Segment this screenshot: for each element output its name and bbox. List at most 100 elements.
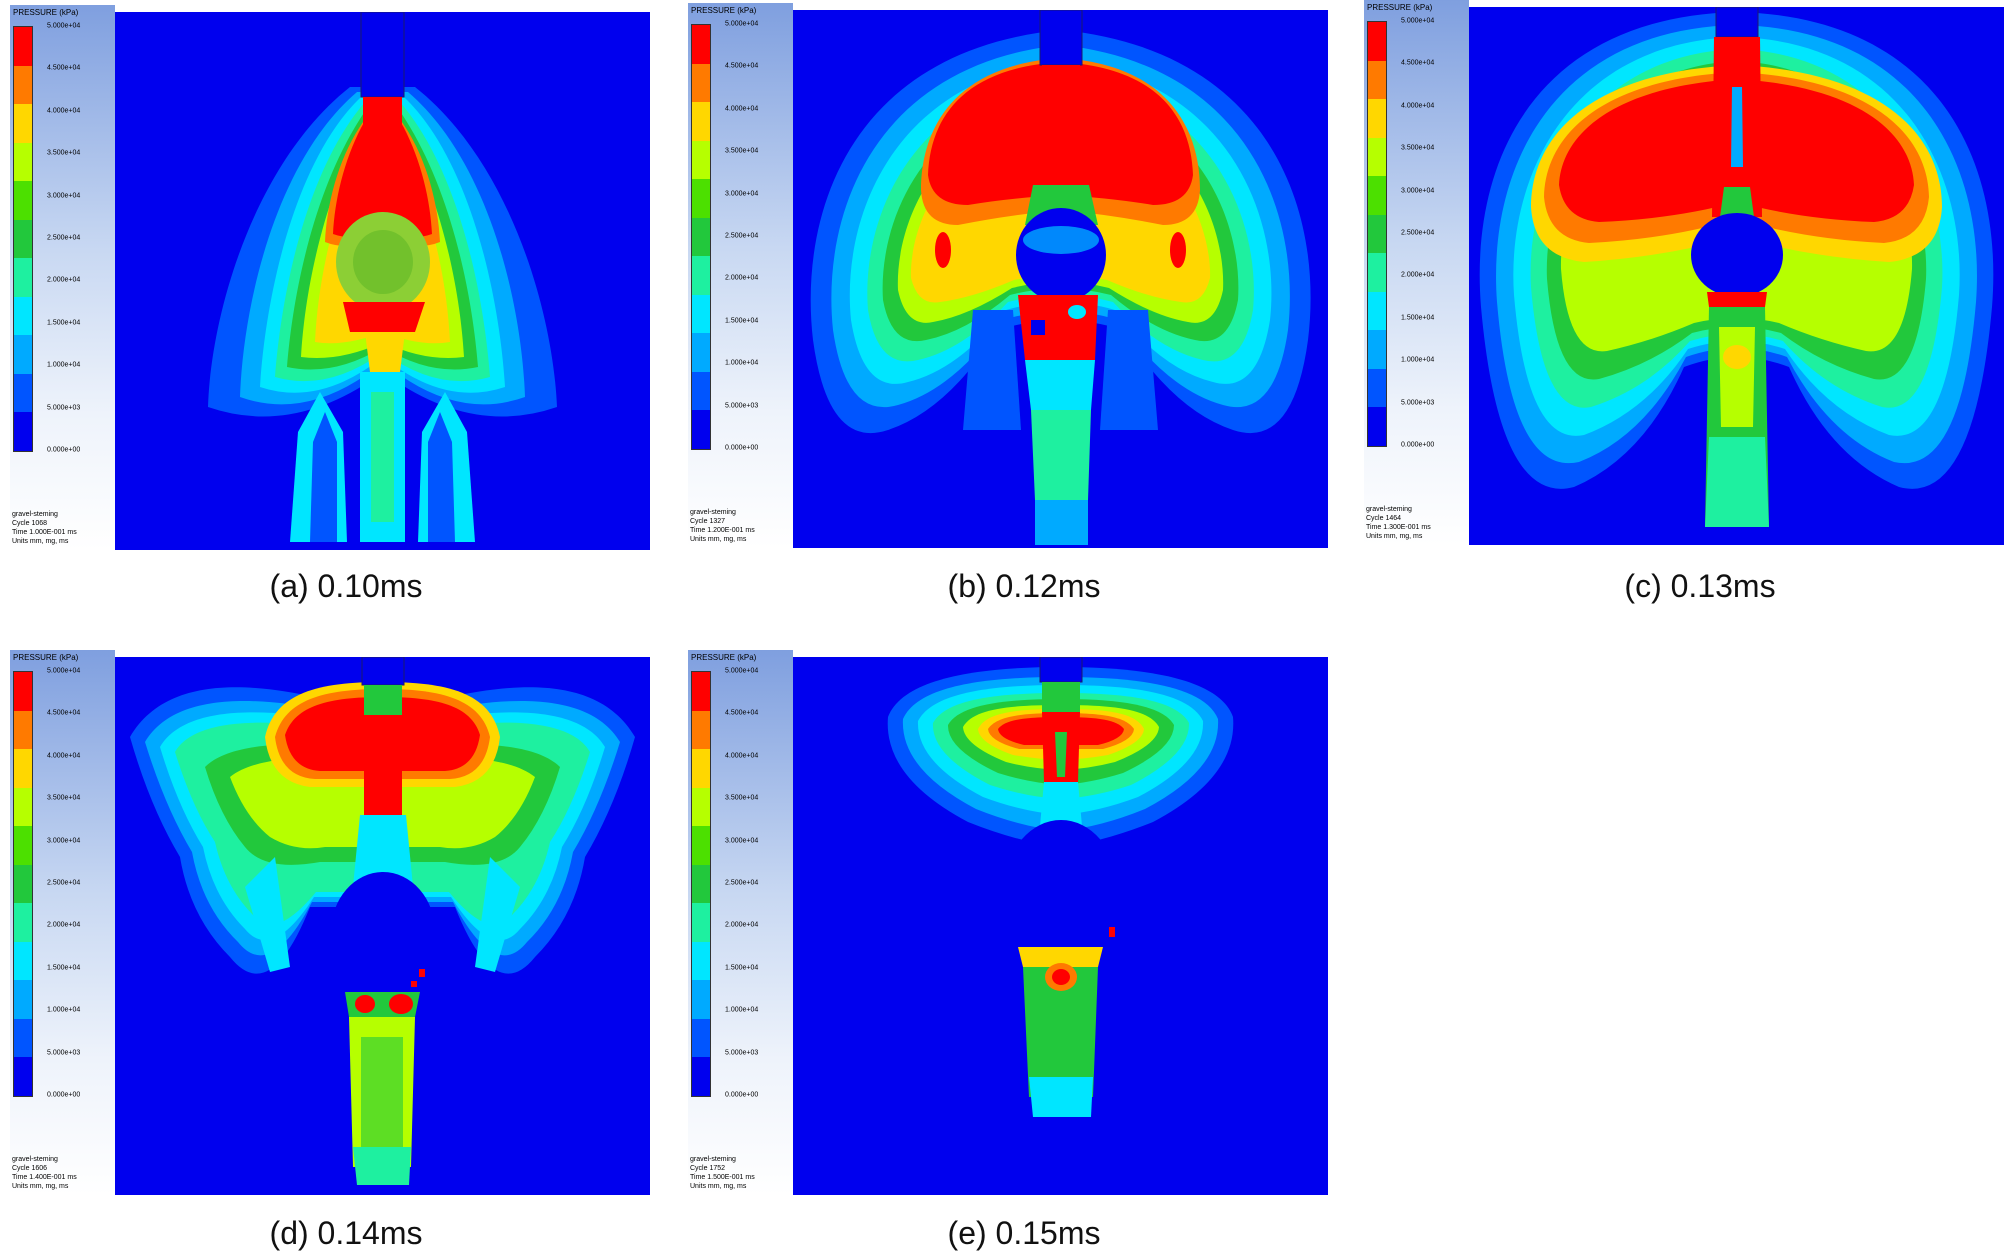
pressure-contour-view [793, 10, 1328, 548]
legend-swatch [692, 864, 710, 904]
legend-swatch [692, 371, 710, 411]
legend-tick-label: 5.000e+04 [725, 20, 759, 28]
caption-b: (b) 0.12ms [947, 568, 1101, 604]
caption-c: (c) 0.13ms [1624, 568, 1776, 604]
legend-swatch [14, 903, 32, 942]
legend-tick-label: 1.000e+04 [725, 1006, 759, 1014]
legend-color-bar [691, 671, 711, 1097]
legend-title: PRESSURE (kPa) [691, 6, 757, 15]
legend-tick-label: 5.000e+03 [725, 1049, 759, 1057]
legend-swatch [1368, 176, 1386, 215]
legend-tick-label: 5.000e+04 [47, 22, 81, 30]
pressure-legend: PRESSURE (kPa) 5.000e+04 4.500e+04 4.000e+… [688, 650, 793, 1195]
legend-tick-label: 4.000e+04 [725, 752, 759, 760]
time-label: Time 1.500E-001 ms [690, 1174, 755, 1181]
project-name: gravel-steming [12, 511, 58, 518]
caption-e: (e) 0.15ms [947, 1215, 1101, 1251]
legend-tick-label: 2.000e+04 [725, 921, 759, 929]
legend-swatch [14, 1057, 32, 1097]
legend-tick-label: 2.000e+04 [47, 276, 81, 284]
legend-swatch [14, 826, 32, 865]
legend-tick-label: 5.000e+03 [725, 402, 759, 410]
pressure-legend: PRESSURE (kPa) 5.000e+04 4.500e+04 4.000e+… [688, 3, 793, 548]
legend-tick-label: 0.000e+00 [47, 446, 81, 454]
legend-tick-label: 2.500e+04 [47, 234, 81, 242]
legend-tick-label: 3.000e+04 [47, 837, 81, 845]
legend-tick-label: 5.000e+04 [725, 667, 759, 675]
simulation-info: gravel-steming Cycle 1606 Time 1.400E-00… [12, 1155, 77, 1191]
legend-tick-label: 3.000e+04 [725, 190, 759, 198]
legend-tick-label: 1.500e+04 [47, 964, 81, 972]
legend-tick-label: 1.500e+04 [725, 317, 759, 325]
legend-swatch [692, 826, 710, 865]
borehole [331, 657, 435, 1185]
legend-tick-label: 3.000e+04 [1401, 187, 1435, 195]
legend-swatch [14, 980, 32, 1019]
legend-tick-label: 5.000e+04 [47, 667, 81, 675]
cycle-label: Cycle 1327 [690, 518, 726, 525]
contour-panel-e: PRESSURE (kPa) 5.000e+04 4.500e+04 4.000e+… [688, 650, 1360, 1195]
legend-swatch [692, 903, 710, 942]
legend-tick-label: 3.500e+04 [47, 149, 81, 157]
legend-swatch [692, 980, 710, 1019]
legend-swatch [1368, 330, 1386, 369]
units-label: Units mm, mg, ms [12, 538, 69, 545]
legend-tick-label: 1.000e+04 [1401, 356, 1435, 364]
legend-title: PRESSURE (kPa) [13, 8, 79, 17]
legend-tick-label: 2.500e+04 [1401, 229, 1435, 237]
legend-swatch [14, 219, 32, 259]
legend-color-bar [1367, 21, 1387, 447]
legend-swatch [14, 258, 32, 297]
legend-tick-label: 4.000e+04 [47, 752, 81, 760]
legend-swatch [1368, 60, 1386, 100]
legend-tick-label: 4.500e+04 [725, 62, 759, 70]
legend-swatch [14, 787, 32, 827]
legend-swatch [692, 672, 710, 711]
legend-swatch [692, 256, 710, 295]
legend-swatch [14, 864, 32, 904]
pressure-contour-view [1469, 7, 2004, 545]
borehole [1691, 7, 1783, 527]
legend-tick-label: 1.500e+04 [47, 319, 81, 327]
project-name: gravel-steming [690, 1156, 736, 1163]
legend-tick-label: 2.000e+04 [725, 274, 759, 282]
legend-swatch [692, 140, 710, 180]
borehole [1006, 657, 1116, 1117]
legend-color-bar [13, 26, 33, 452]
project-name: gravel-steming [1366, 506, 1412, 513]
legend-tick-label: 1.000e+04 [725, 359, 759, 367]
legend-tick-label: 4.500e+04 [725, 709, 759, 717]
caption-a: (a) 0.10ms [269, 568, 423, 604]
legend-swatch [14, 412, 32, 452]
pressure-legend: PRESSURE (kPa) 5.000e+04 4.500e+04 4.000e+… [10, 5, 115, 550]
time-label: Time 1.400E-001 ms [12, 1174, 77, 1181]
legend-swatch [692, 333, 710, 372]
legend-swatch [14, 296, 32, 336]
legend-swatch [14, 65, 32, 105]
legend-swatch [692, 1018, 710, 1058]
legend-swatch [692, 941, 710, 981]
legend-swatch [692, 25, 710, 64]
legend-swatch [14, 27, 32, 66]
legend-tick-label: 1.500e+04 [1401, 314, 1435, 322]
legend-swatch [692, 1057, 710, 1097]
legend-tick-label: 3.500e+04 [1401, 144, 1435, 152]
legend-swatch [692, 410, 710, 450]
legend-swatch [1368, 137, 1386, 177]
simulation-info: gravel-steming Cycle 1327 Time 1.200E-00… [690, 508, 755, 544]
legend-swatch [692, 102, 710, 141]
legend-tick-label: 0.000e+00 [725, 1091, 759, 1099]
legend-tick-label: 2.000e+04 [1401, 271, 1435, 279]
legend-tick-label: 0.000e+00 [47, 1091, 81, 1099]
legend-tick-label: 3.500e+04 [47, 794, 81, 802]
legend-swatch [1368, 214, 1386, 254]
legend-tick-label: 4.000e+04 [1401, 102, 1435, 110]
pressure-legend: PRESSURE (kPa) 5.000e+04 4.500e+04 4.000e+… [1364, 0, 1469, 545]
legend-swatch [692, 787, 710, 827]
legend-tick-label: 5.000e+03 [47, 1049, 81, 1057]
time-label: Time 1.000E-001 ms [12, 529, 77, 536]
legend-tick-label: 1.500e+04 [725, 964, 759, 972]
legend-tick-label: 4.500e+04 [47, 709, 81, 717]
pressure-contour-view [115, 657, 650, 1195]
legend-title: PRESSURE (kPa) [1367, 3, 1433, 12]
